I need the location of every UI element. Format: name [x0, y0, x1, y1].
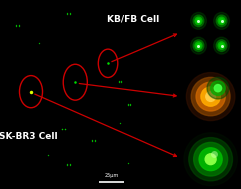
Circle shape — [195, 42, 202, 50]
Circle shape — [216, 40, 227, 52]
Circle shape — [184, 133, 237, 186]
Circle shape — [218, 17, 225, 25]
Circle shape — [205, 154, 216, 165]
Text: KB/FB Cell: KB/FB Cell — [107, 14, 159, 23]
Circle shape — [206, 92, 215, 101]
Circle shape — [196, 82, 225, 111]
Circle shape — [201, 87, 220, 106]
Circle shape — [218, 42, 225, 50]
Circle shape — [220, 43, 224, 48]
Circle shape — [207, 77, 229, 99]
Circle shape — [221, 44, 223, 47]
Circle shape — [196, 19, 201, 23]
Circle shape — [214, 37, 229, 54]
Circle shape — [221, 20, 223, 22]
Circle shape — [199, 148, 222, 171]
Circle shape — [189, 138, 233, 181]
Circle shape — [197, 20, 200, 22]
Circle shape — [193, 15, 204, 27]
Circle shape — [216, 15, 227, 27]
Text: SK-BR3 Cell: SK-BR3 Cell — [0, 132, 58, 141]
Circle shape — [196, 43, 201, 48]
Circle shape — [191, 37, 206, 54]
Text: 25μm: 25μm — [104, 173, 119, 178]
Circle shape — [193, 40, 204, 52]
Circle shape — [186, 73, 235, 121]
Circle shape — [191, 12, 206, 29]
Circle shape — [197, 44, 200, 47]
Circle shape — [214, 84, 221, 92]
Circle shape — [194, 142, 228, 176]
Circle shape — [195, 17, 202, 25]
Circle shape — [191, 77, 230, 116]
Circle shape — [214, 12, 229, 29]
Circle shape — [220, 19, 224, 23]
Circle shape — [211, 81, 225, 95]
